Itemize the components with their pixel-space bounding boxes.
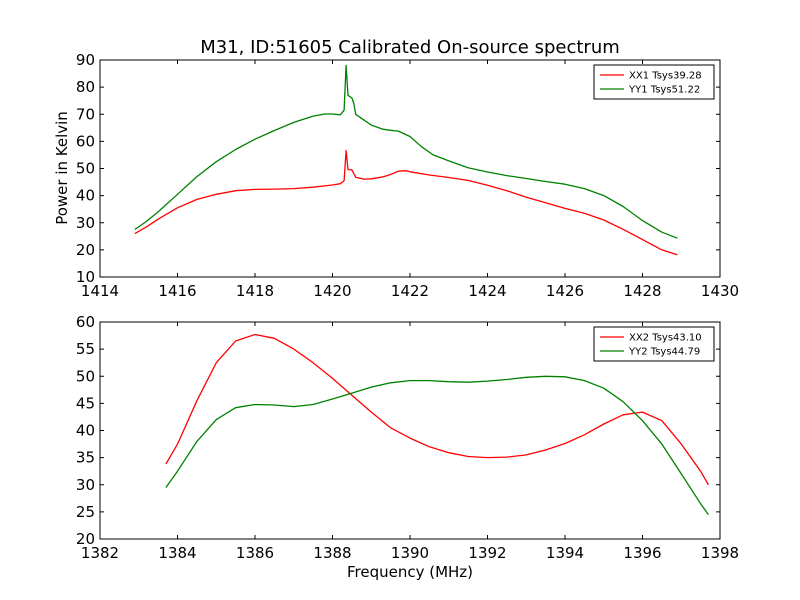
x-tick-label: 1416 <box>158 282 196 300</box>
x-tick-label: 1418 <box>236 282 274 300</box>
legend-label: XX2 Tsys43.10 <box>629 333 702 344</box>
y-tick-label: 50 <box>76 367 95 385</box>
x-tick-label: 1426 <box>546 282 584 300</box>
top-chart-title: M31, ID:51605 Calibrated On-source spect… <box>200 37 620 58</box>
x-tick-label: 1388 <box>313 544 351 562</box>
bottom-x-axis-label: Frequency (MHz) <box>347 563 473 581</box>
y-tick-label: 90 <box>76 51 95 69</box>
x-tick-label: 1390 <box>391 544 429 562</box>
y-tick-label: 20 <box>76 530 95 548</box>
legend: XX2 Tsys43.10 YY2 Tsys44.79 <box>593 326 715 362</box>
x-tick-label: 1392 <box>468 544 506 562</box>
x-tick-label: 1398 <box>701 544 739 562</box>
y-tick-label: 25 <box>76 503 95 521</box>
legend-label: YY1 Tsys51.22 <box>628 85 700 96</box>
y-tick-label: 60 <box>76 313 95 331</box>
series-line-xx1 <box>134 149 678 256</box>
x-tick-label: 1382 <box>81 544 119 562</box>
x-tick-label: 1396 <box>623 544 661 562</box>
y-tick-label: 45 <box>76 394 95 412</box>
legend-box <box>593 326 715 362</box>
y-tick-label: 35 <box>76 449 95 467</box>
y-tick-label: 55 <box>76 340 95 358</box>
y-tick-label: 10 <box>76 268 95 286</box>
y-tick-label: 60 <box>76 132 95 150</box>
y-tick-label: 30 <box>76 214 95 232</box>
legend-label: XX1 Tsys39.28 <box>629 71 702 82</box>
x-tick-label: 1414 <box>81 282 119 300</box>
legend-box <box>593 64 715 100</box>
y-tick-label: 40 <box>76 187 95 205</box>
series-line-yy2 <box>165 375 709 515</box>
x-tick-label: 1386 <box>236 544 274 562</box>
x-tick-label: 1430 <box>701 282 739 300</box>
legend-label: YY2 Tsys44.79 <box>628 347 700 358</box>
x-tick-label: 1422 <box>391 282 429 300</box>
y-tick-label: 40 <box>76 422 95 440</box>
y-tick-label: 20 <box>76 241 95 259</box>
y-tick-label: 80 <box>76 78 95 96</box>
x-tick-label: 1384 <box>158 544 196 562</box>
top-spectrum-panel: 1414 1416 1418 1420 1422 1424 1426 1428 1430 10 20… <box>76 51 739 300</box>
x-tick-label: 1420 <box>313 282 351 300</box>
series-line-yy1 <box>134 64 678 239</box>
x-tick-label: 1428 <box>623 282 661 300</box>
legend: XX1 Tsys39.28 YY1 Tsys51.22 <box>593 64 715 100</box>
series-line-xx2 <box>165 333 709 486</box>
x-tick-label: 1394 <box>546 544 584 562</box>
y-tick-label: 70 <box>76 105 95 123</box>
x-tick-label: 1424 <box>468 282 506 300</box>
y-tick-label: 50 <box>76 160 95 178</box>
bottom-spectrum-panel: 1382 1384 1386 1388 1390 1392 1394 1396 1398 20 25… <box>76 313 739 562</box>
y-tick-label: 30 <box>76 476 95 494</box>
top-y-axis-label: Power in Kelvin <box>53 111 71 225</box>
